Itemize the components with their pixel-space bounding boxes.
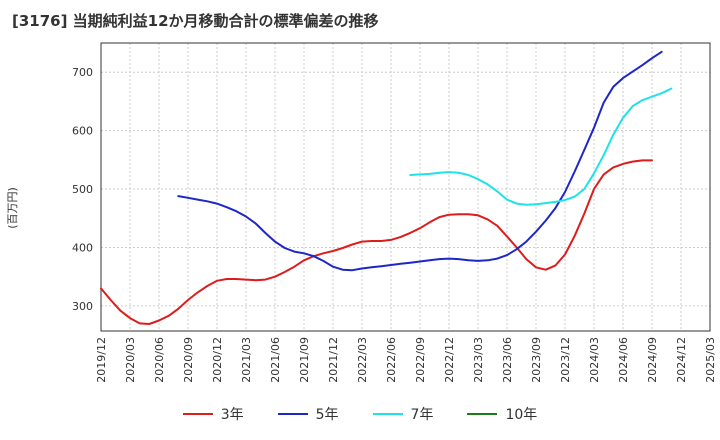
- x-tick-label: 2025/03: [704, 337, 717, 383]
- legend-swatch: [277, 413, 308, 415]
- x-tick-label: 2020/03: [124, 337, 137, 383]
- y-tick-label: 400: [72, 241, 93, 254]
- legend-swatch: [182, 413, 213, 415]
- x-tick-label: 2023/09: [530, 337, 543, 383]
- x-tick-label: 2023/06: [501, 337, 514, 383]
- x-tick-label: 2022/12: [443, 337, 456, 383]
- legend-label: 10年: [505, 407, 538, 423]
- legend: 3年 5年 7年 10年: [0, 404, 720, 424]
- x-tick-label: 2024/12: [675, 337, 688, 383]
- plot-area: [101, 43, 710, 331]
- y-tick-label: 600: [72, 125, 93, 138]
- y-tick-label: 700: [72, 66, 93, 79]
- x-tick-label: 2021/12: [327, 337, 340, 383]
- x-tick-label: 2023/03: [472, 337, 485, 383]
- x-tick-label: 2021/09: [298, 337, 311, 383]
- series-line-1: [100, 159, 653, 325]
- series-line-2: [177, 50, 663, 272]
- x-tick-label: 2023/12: [559, 337, 572, 383]
- x-tick-label: 2020/06: [153, 337, 166, 383]
- x-tick-label: 2022/06: [385, 337, 398, 383]
- legend-label: 3年: [220, 407, 244, 423]
- legend-label: 5年: [315, 407, 339, 423]
- legend-swatch: [467, 413, 498, 415]
- plot-border: [100, 42, 711, 332]
- x-tick-label: 2020/12: [211, 337, 224, 383]
- x-tick-label: 2024/09: [646, 337, 659, 383]
- legend-item: 7年: [372, 404, 434, 424]
- series-line-3: [409, 87, 673, 206]
- x-tick-label: 2019/12: [95, 337, 108, 383]
- x-tick-label: 2022/09: [414, 337, 427, 383]
- legend-label: 7年: [410, 407, 434, 423]
- x-tick-label: 2024/06: [617, 337, 630, 383]
- y-tick-label: 300: [72, 300, 93, 313]
- x-tick-label: 2020/09: [182, 337, 195, 383]
- legend-item: 3年: [182, 404, 244, 424]
- y-tick-label: 500: [72, 183, 93, 196]
- x-tick-label: 2024/03: [588, 337, 601, 383]
- x-tick-label: 2022/03: [356, 337, 369, 383]
- legend-item: 10年: [467, 404, 537, 424]
- chart-title: [3176] 当期純利益12か月移動合計の標準偏差の推移: [12, 12, 379, 30]
- x-tick-label: 2021/03: [240, 337, 253, 383]
- legend-item: 5年: [277, 404, 339, 424]
- legend-swatch: [372, 413, 403, 415]
- x-tick-label: 2021/06: [269, 337, 282, 383]
